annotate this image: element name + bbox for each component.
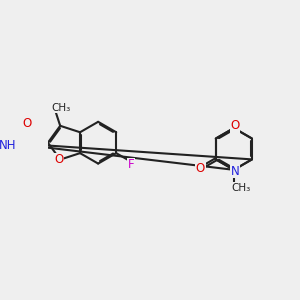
Text: O: O: [196, 162, 205, 175]
Text: F: F: [128, 158, 134, 171]
Text: O: O: [55, 153, 64, 166]
Text: CH₃: CH₃: [51, 103, 70, 113]
Text: N: N: [230, 165, 239, 178]
Text: O: O: [230, 119, 239, 133]
Text: O: O: [22, 117, 32, 130]
Text: NH: NH: [0, 139, 16, 152]
Text: CH₃: CH₃: [232, 183, 251, 193]
